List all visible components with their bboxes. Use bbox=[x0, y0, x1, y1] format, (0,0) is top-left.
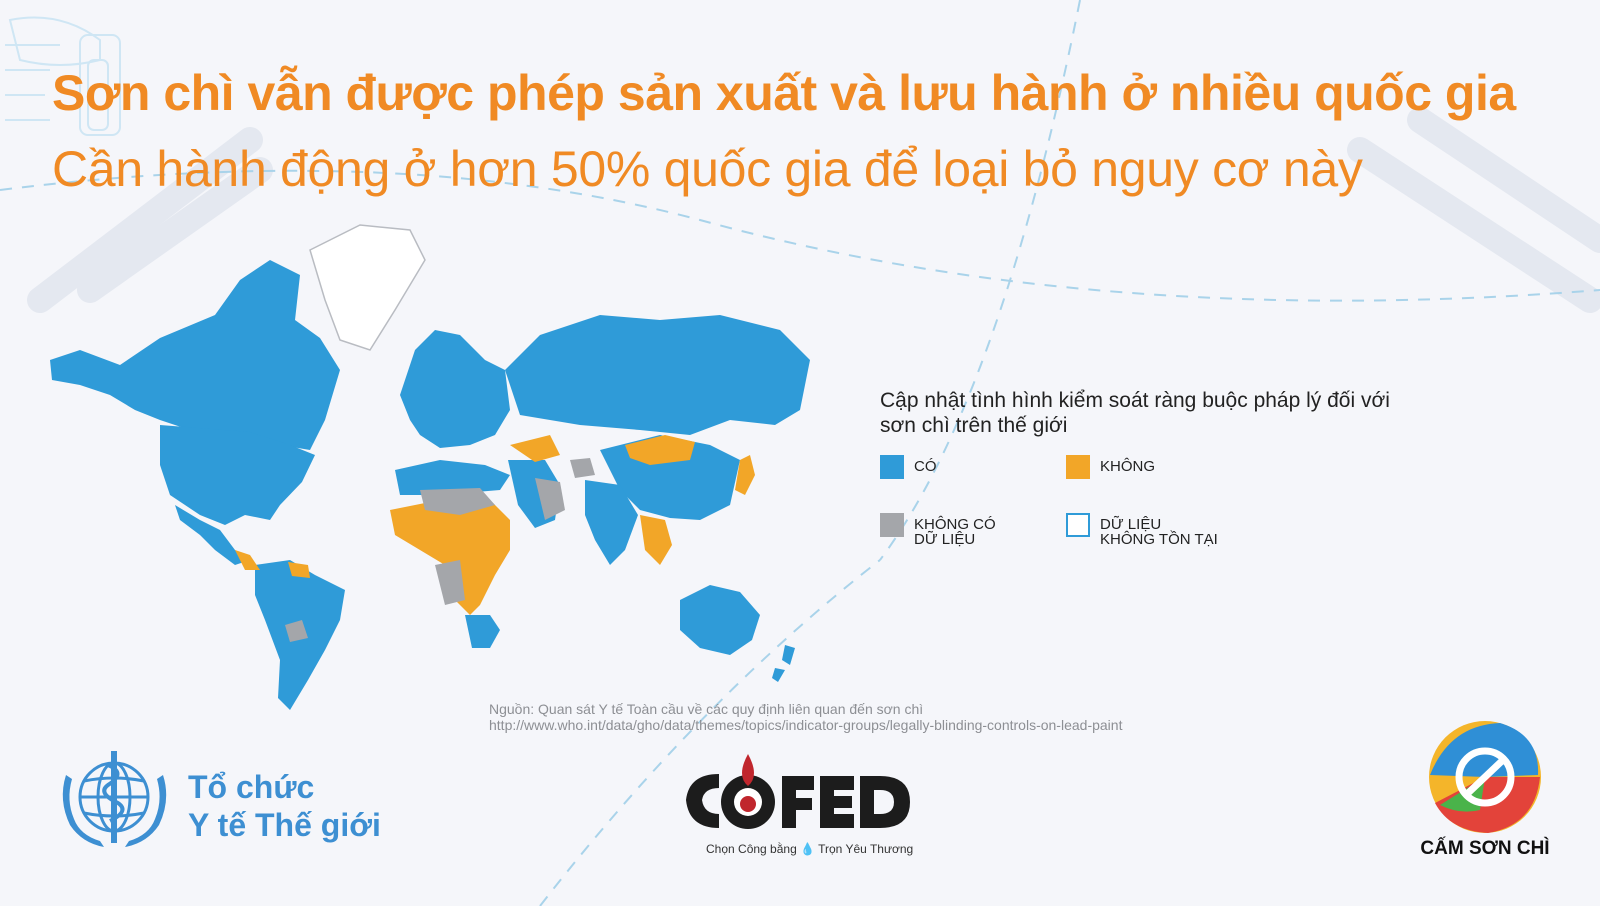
region-north-africa bbox=[395, 460, 510, 495]
legend-label-no-data: KHÔNG CÓ DỮ LIỆU bbox=[914, 516, 996, 548]
region-mexico bbox=[175, 505, 250, 565]
legend-label-not-applicable: DỮ LIỆU KHÔNG TỒN TẠI bbox=[1100, 516, 1218, 548]
who-emblem-icon bbox=[62, 751, 167, 847]
world-map bbox=[50, 224, 810, 710]
region-europe bbox=[400, 330, 510, 448]
source-url: http://www.who.int/data/gho/data/themes/… bbox=[489, 717, 1123, 733]
region-central-asia bbox=[510, 435, 560, 462]
legend-item-not-applicable: DỮ LIỆU KHÔNG TỒN TẠI bbox=[1066, 513, 1218, 547]
region-australia bbox=[680, 585, 760, 655]
legend-swatch-no bbox=[1066, 455, 1090, 479]
region-west-central-africa bbox=[390, 500, 510, 615]
source-text: Nguồn: Quan sát Y tế Toàn cầu về các quy… bbox=[489, 701, 924, 717]
legend-label-no: KHÔNG bbox=[1100, 458, 1156, 475]
region-usa bbox=[160, 425, 315, 525]
region-bolivia bbox=[285, 620, 308, 642]
page-title: Sơn chì vẫn được phép sản xuất và lưu hà… bbox=[52, 65, 1516, 121]
legend-label-yes: CÓ bbox=[914, 458, 937, 475]
lead-paint-ban-text: CẤM SƠN CHÌ bbox=[1420, 838, 1550, 859]
region-india bbox=[585, 480, 638, 565]
page-subtitle: Cần hành động ở hơn 50% quốc gia để loại… bbox=[52, 141, 1363, 197]
region-new-zealand bbox=[772, 645, 795, 682]
region-central-africa-gray bbox=[435, 560, 465, 605]
region-central-america bbox=[235, 550, 260, 570]
cofed-logo bbox=[686, 754, 910, 829]
lead-paint-ban-icon bbox=[1429, 721, 1541, 833]
legend-item-no: KHÔNG bbox=[1066, 455, 1155, 479]
who-name: Tổ chức Y tế Thế giới bbox=[188, 768, 381, 844]
region-venezuela bbox=[288, 562, 310, 578]
legend-title: Cập nhật tình hình kiểm soát ràng buộc p… bbox=[880, 389, 1390, 437]
source-citation: Nguồn: Quan sát Y tế Toàn cầu về các quy… bbox=[489, 701, 1122, 733]
legend-item-yes: CÓ bbox=[880, 455, 937, 479]
region-arabia bbox=[535, 478, 565, 520]
region-southeast-asia bbox=[640, 515, 672, 565]
region-sahel bbox=[420, 488, 495, 515]
legend-swatch-not-applicable bbox=[1066, 513, 1090, 537]
region-japan bbox=[735, 455, 755, 495]
region-canada-alaska bbox=[50, 260, 340, 450]
region-russia bbox=[505, 315, 810, 435]
map-land-yes bbox=[50, 224, 810, 710]
who-name-line1: Tổ chức bbox=[188, 769, 315, 805]
who-name-line2: Y tế Thế giới bbox=[188, 807, 381, 843]
region-southern-africa bbox=[465, 615, 500, 648]
legend-swatch-no-data bbox=[880, 513, 904, 537]
region-greenland bbox=[309, 224, 426, 351]
cofed-tagline: Chọn Công bằng 💧 Trọn Yêu Thương bbox=[706, 842, 914, 856]
legend-swatch-yes bbox=[880, 455, 904, 479]
map-land-no bbox=[235, 435, 695, 615]
region-mongolia bbox=[625, 435, 695, 465]
map-land-no-data bbox=[285, 458, 595, 642]
region-afghanistan bbox=[570, 458, 595, 478]
legend-item-no-data: KHÔNG CÓ DỮ LIỆU bbox=[880, 513, 996, 547]
